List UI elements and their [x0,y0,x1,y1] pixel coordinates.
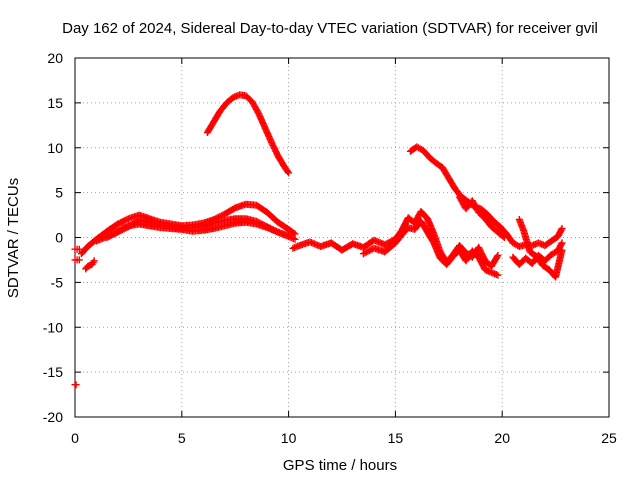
y-tick-label: 0 [55,230,63,246]
x-axis-label: GPS time / hours [283,457,397,474]
data-point [558,225,566,232]
data-point [284,168,292,176]
data-point [115,219,123,227]
data-point [311,240,318,248]
y-axis-label: SDTVAR / TECUs [5,178,22,298]
x-tick-label: 20 [494,430,510,446]
y-tick-label: 20 [47,50,63,66]
data-point [291,244,298,252]
data-point [268,225,276,233]
data-point [285,232,293,240]
series-track-14 [509,239,566,268]
data-point [72,381,80,389]
data-point [285,169,293,177]
chart-title: Day 162 of 2024, Sidereal Day-to-day VTE… [62,20,598,37]
series-track-7 [103,215,293,241]
data-point [269,226,277,234]
data-point [362,248,370,256]
data-point [500,234,508,241]
y-tick-label: -5 [51,274,64,290]
data-point [291,235,299,243]
series-track-12 [456,193,508,241]
y-tick-label: -20 [43,409,63,425]
y-tick-label: 15 [47,95,63,111]
y-tick-label: -10 [43,319,63,335]
data-point [499,232,507,240]
data-point [75,256,83,264]
series-track-4 [82,257,98,273]
data-point [108,231,116,239]
y-tick-label: 5 [55,185,63,201]
data-point [90,257,98,265]
series-track-8 [203,91,293,177]
data-point [114,228,122,236]
y-tick-label: -15 [43,364,63,380]
data-point [121,224,129,232]
x-tick-label: 5 [178,430,186,446]
data-point [121,216,129,224]
x-tick-label: 25 [601,430,617,446]
data-point [493,253,501,261]
x-tick-label: 10 [281,430,297,446]
data-point [75,245,83,253]
data-point [494,271,502,279]
data-point [381,241,389,249]
tick-labels: 0 5 10 15 20 25 -20 -15 -10 -5 0 5 10 15 20 [43,50,617,446]
data-point [494,251,502,259]
grid-lines [75,58,609,417]
x-tick-label: 15 [388,430,404,446]
data-point [263,223,271,231]
data-point [120,217,128,225]
data-point [382,240,390,248]
data-point [256,219,264,227]
series-track-2 [71,245,83,253]
data-points [71,91,566,389]
axis-ticks [74,57,610,418]
series-track-3 [71,256,83,264]
data-point [103,234,111,241]
data-point [535,239,542,247]
x-tick-label: 0 [71,430,79,446]
series-track-1 [71,381,80,389]
series-track-13 [515,216,566,281]
data-point [558,239,566,247]
series-track-10 [359,217,502,279]
data-point [231,93,239,101]
y-tick-label: 10 [47,140,63,156]
